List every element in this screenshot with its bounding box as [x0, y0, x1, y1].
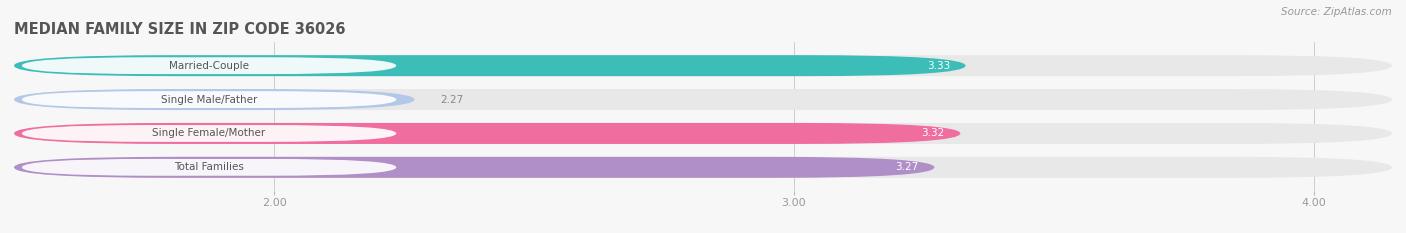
- FancyBboxPatch shape: [14, 123, 960, 144]
- FancyBboxPatch shape: [14, 55, 966, 76]
- Text: Total Families: Total Families: [174, 162, 245, 172]
- FancyBboxPatch shape: [22, 159, 396, 176]
- Text: Single Male/Father: Single Male/Father: [160, 95, 257, 105]
- Text: 3.33: 3.33: [927, 61, 950, 71]
- Text: 2.27: 2.27: [440, 95, 464, 105]
- FancyBboxPatch shape: [14, 123, 1392, 144]
- FancyBboxPatch shape: [14, 157, 1392, 178]
- Text: 3.27: 3.27: [896, 162, 918, 172]
- Text: Married-Couple: Married-Couple: [169, 61, 249, 71]
- Text: MEDIAN FAMILY SIZE IN ZIP CODE 36026: MEDIAN FAMILY SIZE IN ZIP CODE 36026: [14, 22, 346, 37]
- FancyBboxPatch shape: [14, 55, 1392, 76]
- FancyBboxPatch shape: [14, 89, 415, 110]
- Text: Source: ZipAtlas.com: Source: ZipAtlas.com: [1281, 7, 1392, 17]
- FancyBboxPatch shape: [22, 91, 396, 108]
- Text: 3.32: 3.32: [921, 128, 945, 138]
- Text: Single Female/Mother: Single Female/Mother: [152, 128, 266, 138]
- FancyBboxPatch shape: [14, 89, 1392, 110]
- FancyBboxPatch shape: [22, 125, 396, 142]
- FancyBboxPatch shape: [22, 57, 396, 74]
- FancyBboxPatch shape: [14, 157, 935, 178]
